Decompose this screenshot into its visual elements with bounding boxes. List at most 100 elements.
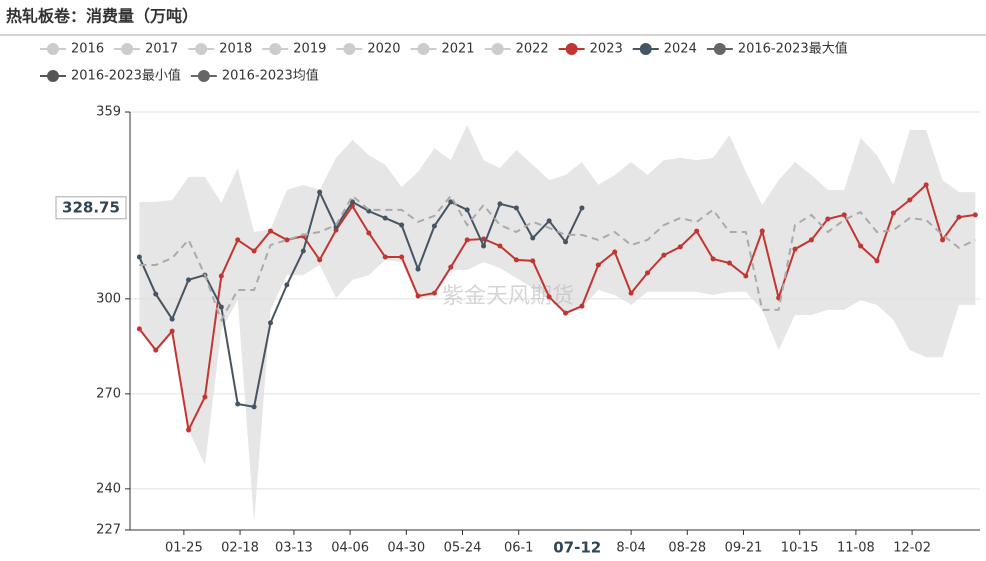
data-point	[169, 328, 175, 334]
data-point	[300, 248, 306, 254]
series-line	[138, 183, 976, 434]
data-point	[317, 257, 323, 263]
x-tick-label: 05-24	[444, 541, 482, 556]
legend-icon-dot	[47, 70, 59, 82]
data-point	[317, 189, 323, 195]
data-point	[513, 257, 519, 263]
data-point	[563, 239, 569, 245]
data-point	[267, 228, 273, 234]
data-point	[169, 316, 175, 322]
x-tick-label: 01-25	[165, 541, 203, 556]
data-point	[399, 254, 405, 260]
x-tick-label: 04-06	[331, 541, 369, 556]
legend-label: 2016	[71, 42, 104, 57]
data-point	[235, 401, 241, 407]
data-point	[759, 228, 765, 234]
legend-label: 2024	[664, 42, 697, 57]
y-tick-label: 359	[96, 105, 121, 120]
data-point	[841, 212, 847, 218]
data-point	[202, 394, 208, 400]
x-tick-label: 8-04	[616, 541, 646, 556]
data-point	[382, 254, 388, 260]
legend-label: 2017	[145, 42, 178, 57]
data-point	[710, 256, 716, 262]
data-point	[940, 237, 946, 243]
data-point	[563, 310, 569, 316]
data-point	[530, 258, 536, 264]
range-band	[139, 124, 976, 523]
legend-label: 2016-2023最大值	[738, 41, 848, 57]
legend-icon-dot	[269, 43, 282, 55]
data-point	[431, 290, 437, 296]
data-point	[284, 237, 290, 243]
y-tick-label: 300	[96, 291, 121, 306]
data-point	[284, 282, 290, 288]
data-point	[251, 248, 257, 254]
x-tick-label: 09-21	[725, 541, 763, 556]
legend-label: 2023	[590, 42, 623, 57]
data-point	[612, 249, 618, 255]
legend-item[interactable]: 2019	[262, 42, 326, 57]
data-point	[415, 293, 421, 299]
legend-icon-dot	[417, 43, 430, 55]
data-point	[726, 260, 732, 266]
data-point	[644, 270, 650, 276]
legend-item[interactable]: 2022	[484, 42, 549, 57]
legend-item[interactable]: 2016-2023最大值	[706, 41, 848, 57]
data-point	[267, 320, 273, 326]
data-point	[153, 347, 159, 353]
legend-label: 2022	[516, 42, 549, 57]
data-point	[366, 230, 372, 236]
x-tick-label: 12-02	[893, 541, 931, 556]
legend-icon-dot	[47, 43, 59, 55]
legend-icon-dot	[491, 43, 504, 55]
y-tick-label: 270	[96, 386, 121, 401]
data-point	[956, 214, 962, 220]
legend-item[interactable]: 2016-2023均值	[190, 68, 319, 84]
data-point	[792, 246, 798, 252]
data-point	[546, 218, 552, 224]
data-point	[481, 243, 487, 249]
x-tick-label: 10-15	[781, 541, 819, 556]
x-tick-label: 04-30	[387, 541, 425, 556]
y-pointer-box	[55, 196, 127, 220]
legend-item[interactable]: 2023	[558, 42, 623, 57]
x-tick-label: 03-13	[275, 541, 313, 556]
data-point	[333, 224, 339, 230]
data-point	[448, 199, 454, 205]
series-line	[138, 189, 583, 408]
legend-item[interactable]: 2018	[188, 42, 252, 57]
data-point	[464, 237, 470, 243]
data-point	[136, 254, 142, 260]
data-point	[628, 290, 634, 296]
data-point	[530, 235, 536, 241]
data-point	[546, 294, 552, 300]
data-point	[464, 207, 470, 213]
legend-item[interactable]: 2016-2023最小值	[40, 68, 181, 84]
legend-item[interactable]: 2017	[114, 42, 178, 57]
legend-icon-dot	[639, 43, 652, 55]
legend-item[interactable]: 2016	[40, 42, 104, 57]
data-point	[186, 277, 192, 283]
legend-icon-dot	[197, 70, 210, 82]
data-point	[858, 243, 864, 249]
data-point	[890, 210, 896, 216]
y-tick-label: 240	[96, 481, 121, 496]
data-point	[153, 291, 159, 297]
legend-icon-dot	[565, 43, 578, 55]
data-point	[136, 326, 142, 332]
data-point	[661, 252, 667, 258]
x-tick-label: 06-1	[504, 541, 534, 556]
legend-item[interactable]: 2020	[336, 42, 400, 57]
data-point	[431, 223, 437, 229]
legend-item[interactable]: 2021	[410, 42, 475, 57]
legend-label: 2019	[293, 42, 326, 57]
y-pointer-label: 328.75	[62, 198, 120, 216]
data-point	[579, 205, 585, 211]
legend-item[interactable]: 2024	[632, 42, 697, 57]
data-point	[874, 258, 880, 264]
data-point	[218, 273, 224, 279]
data-point	[808, 237, 814, 243]
legend-label: 2021	[441, 42, 474, 57]
